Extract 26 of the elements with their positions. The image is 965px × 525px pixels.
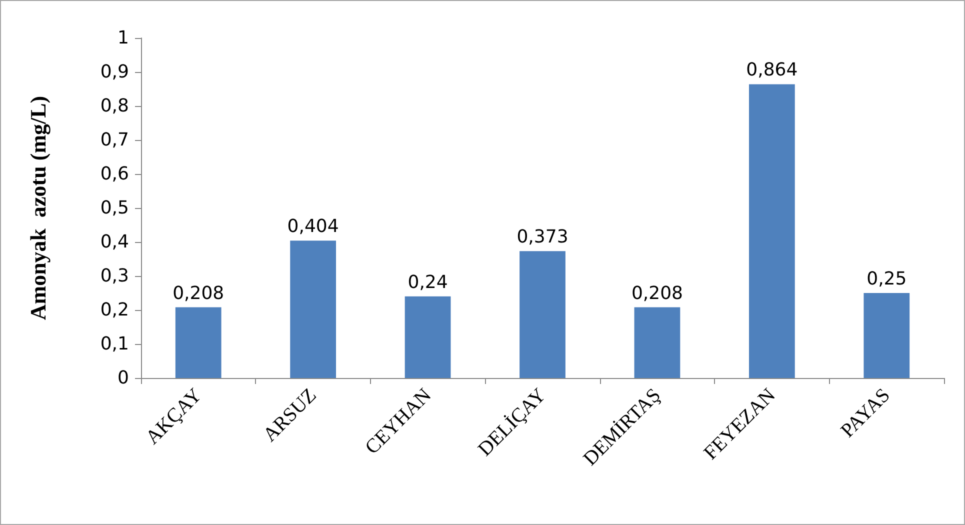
data-label: 0,208: [172, 282, 224, 304]
data-label: 0,404: [287, 216, 339, 238]
y-tick-label: 0: [118, 368, 129, 388]
y-tick-label: 0,9: [100, 62, 129, 82]
y-tick-label: 0,5: [100, 198, 129, 218]
bar: [748, 84, 795, 378]
data-label: 0,373: [516, 226, 568, 248]
y-tick-label: 1: [118, 28, 129, 48]
y-tick-label: 0,1: [100, 334, 129, 354]
y-tick-label: 0,2: [100, 300, 129, 320]
data-label: 0,24: [408, 272, 448, 293]
bar: [520, 251, 566, 378]
y-tick-label: 0,8: [100, 96, 129, 116]
data-label: 0,208: [631, 282, 683, 304]
y-tick-label: 0,3: [100, 266, 129, 286]
data-label: 0,864: [746, 60, 798, 81]
y-tick-label: 0,7: [100, 130, 129, 150]
y-tick-label: 0,6: [100, 164, 129, 184]
bar: [175, 307, 222, 378]
y-axis-title: Amonyak azotu (mg/L): [26, 96, 50, 320]
bar: [290, 240, 336, 378]
bar: [864, 293, 910, 378]
bar: [634, 307, 680, 378]
bar: [404, 296, 451, 378]
data-label: 0,25: [866, 268, 907, 290]
y-tick-label: 0,4: [100, 232, 129, 252]
